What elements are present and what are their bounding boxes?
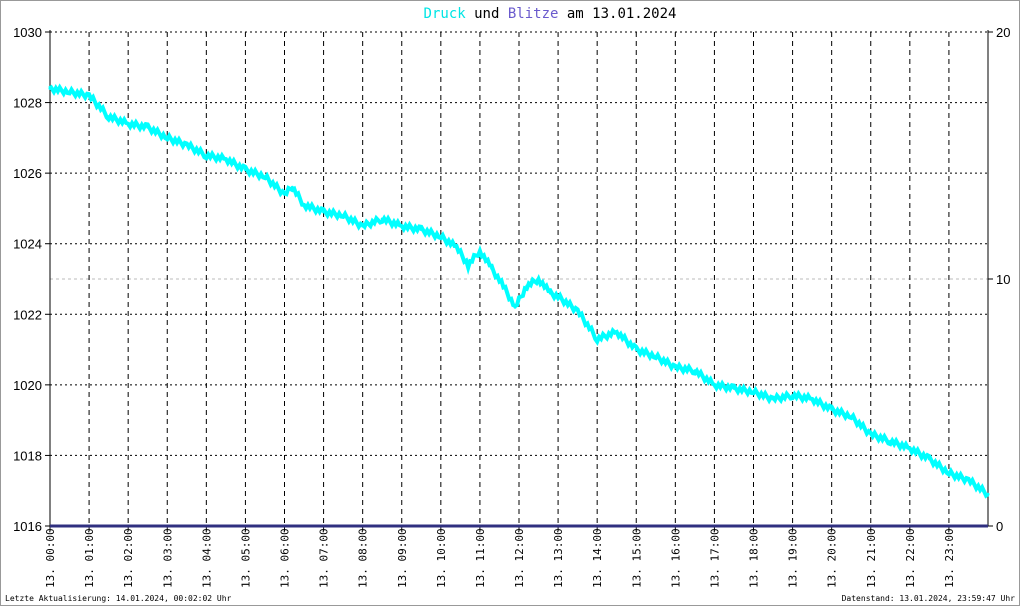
pressure-point — [888, 439, 892, 443]
pressure-point — [537, 277, 541, 281]
pressure-point — [478, 249, 482, 253]
x-tick-label: 13. 01:00 — [83, 528, 96, 588]
last-update: Letzte Aktualisierung: 14.01.2024, 00:02… — [5, 594, 232, 603]
pressure-point — [68, 90, 72, 94]
pressure-point — [146, 125, 150, 129]
x-tick-label: 13. 16:00 — [669, 528, 682, 588]
pressure-point — [548, 291, 552, 295]
x-tick-label: 13. 14:00 — [591, 528, 604, 588]
pressure-point — [556, 295, 560, 299]
pressure-point — [810, 397, 814, 401]
pressure-point — [87, 94, 91, 98]
x-tick-label: 13. 17:00 — [708, 528, 721, 588]
pressure-point — [283, 192, 286, 196]
x-tick-label: 13. 07:00 — [318, 528, 331, 588]
pressure-point — [849, 415, 853, 419]
pressure-point — [185, 143, 189, 147]
y2-tick-label: 10 — [996, 272, 1010, 287]
pressure-point — [576, 309, 580, 313]
pressure-point — [361, 224, 365, 228]
pressure-point — [595, 337, 599, 341]
pressure-point — [165, 136, 169, 140]
pressure-point — [615, 330, 619, 334]
pressure-point — [869, 432, 873, 436]
pressure-point — [454, 245, 458, 249]
x-tick-label: 13. 04:00 — [200, 528, 213, 588]
x-tick-label: 13. 22:00 — [904, 528, 917, 588]
pressure-point — [693, 369, 697, 373]
pressure-point — [525, 284, 529, 288]
pressure-point — [48, 86, 52, 90]
pressure-point — [732, 386, 736, 390]
pressure-point — [830, 408, 834, 412]
pressure-point — [673, 365, 677, 369]
pressure-point — [400, 224, 404, 228]
x-tick-label: 13. 08:00 — [357, 528, 370, 588]
x-tick-label: 13. 15:00 — [630, 528, 643, 588]
y-tick-label: 1024 — [13, 237, 42, 252]
x-tick-label: 13. 13:00 — [552, 528, 565, 588]
y-tick-label: 1028 — [13, 96, 42, 111]
pressure-point — [927, 457, 931, 461]
pressure-point — [439, 235, 443, 239]
x-tick-label: 13. 19:00 — [787, 528, 800, 588]
chart-title: Druck und Blitze am 13.01.2024 — [1, 6, 1019, 22]
pressure-point — [986, 492, 990, 496]
pressure-point — [513, 305, 517, 309]
x-tick-label: 13. 03:00 — [161, 528, 174, 588]
pressure-point — [771, 397, 775, 401]
pressure-point — [419, 228, 423, 232]
x-tick-label: 13. 05:00 — [239, 528, 252, 588]
x-tick-label: 13. 18:00 — [748, 528, 761, 588]
pressure-point — [490, 266, 494, 270]
pressure-point — [263, 175, 267, 179]
x-tick-label: 13. 00:00 — [44, 528, 57, 588]
pressure-point — [224, 157, 228, 161]
y-tick-label: 1022 — [13, 307, 42, 322]
y2-tick-label: 20 — [996, 25, 1010, 40]
pressure-point — [501, 284, 505, 288]
pressure-point — [908, 446, 912, 450]
pressure-point — [466, 263, 470, 267]
pressure-point — [322, 210, 326, 214]
pressure-point — [126, 122, 130, 126]
title-and: und — [474, 6, 500, 22]
pressure-point — [107, 115, 111, 119]
title-pressure: Druck — [423, 6, 466, 22]
pressure-series — [48, 83, 990, 499]
pressure-point — [243, 168, 247, 172]
pressure-point — [947, 471, 951, 475]
title-lightning: Blitze — [507, 6, 559, 22]
pressure-point — [341, 213, 345, 217]
pressure-point — [290, 185, 294, 189]
x-tick-label: 13. 11:00 — [474, 528, 487, 588]
pressure-point — [380, 217, 384, 221]
x-tick-label: 13. 02:00 — [122, 528, 135, 588]
pressure-point — [791, 393, 795, 397]
x-tick-label: 13. 20:00 — [826, 528, 839, 588]
pressure-point — [634, 348, 638, 352]
y-tick-label: 1020 — [13, 378, 42, 393]
pressure-point — [204, 154, 208, 157]
y-tick-label: 1026 — [13, 166, 42, 181]
pressure-point — [712, 383, 716, 387]
y2-tick-label: 0 — [996, 519, 1003, 534]
x-tick-label: 13. 06:00 — [279, 528, 292, 588]
y-tick-label: 1018 — [13, 448, 42, 463]
pressure-point — [966, 478, 970, 482]
title-date: am 13.01.2024 — [566, 6, 677, 22]
data-status: Datenstand: 13.01.2024, 23:59:47 Uhr — [841, 594, 1015, 603]
x-tick-label: 13. 21:00 — [865, 528, 878, 588]
y-tick-label: 1030 — [13, 25, 42, 40]
x-tick-label: 13. 12:00 — [513, 528, 526, 588]
y-tick-label: 1016 — [13, 519, 42, 534]
pressure-point — [654, 355, 658, 359]
x-tick-label: 13. 23:00 — [943, 528, 956, 588]
pressure-point — [302, 203, 306, 207]
pressure-point — [752, 390, 755, 394]
x-tick-label: 13. 09:00 — [396, 528, 409, 588]
x-tick-label: 13. 10:00 — [435, 528, 448, 588]
